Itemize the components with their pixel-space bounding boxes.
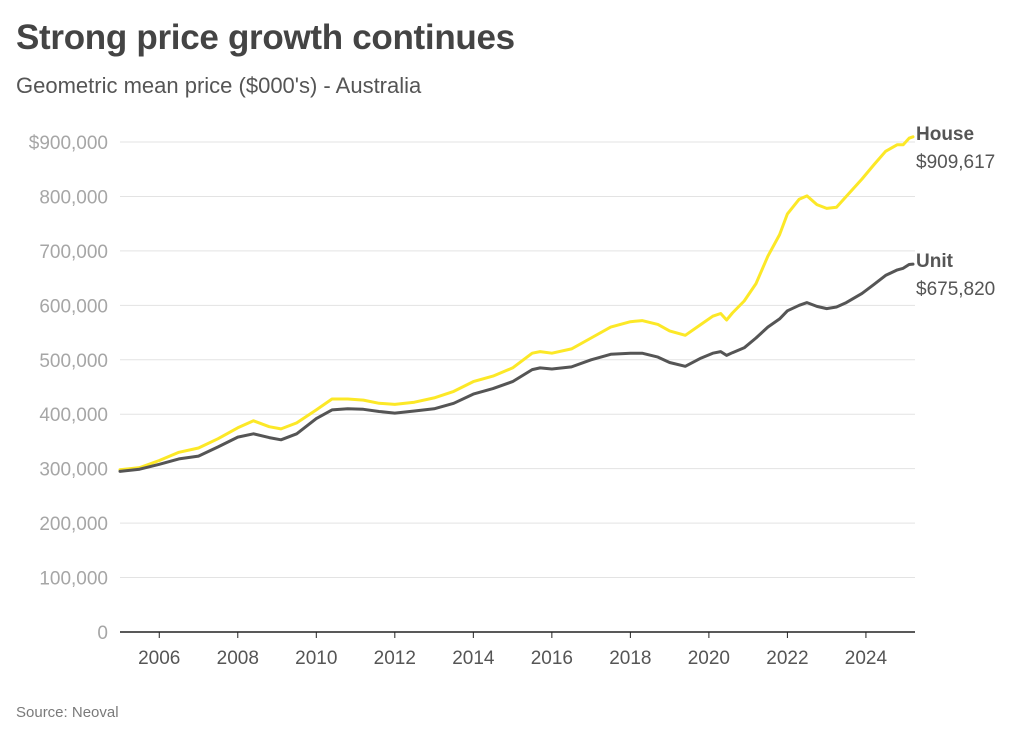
y-tick-label: 100,000 — [39, 569, 108, 590]
series-lines — [118, 135, 915, 473]
x-axis: 2006 2008 2010 2012 2014 2016 2018 2020 2022 2024 — [120, 631, 915, 669]
x-tick-label: 2024 — [845, 648, 888, 669]
gridlines — [120, 141, 915, 579]
series-value-house: $909,617 — [916, 152, 995, 173]
y-tick-label: 400,000 — [39, 405, 108, 426]
chart-subtitle: Geometric mean price ($000's) - Australi… — [16, 73, 422, 98]
y-tick-label: 800,000 — [39, 187, 108, 208]
y-tick-label: 700,000 — [39, 242, 108, 263]
x-tick-label: 2018 — [609, 648, 651, 669]
y-tick-label: 200,000 — [39, 514, 108, 535]
series-value-unit: $675,820 — [916, 279, 995, 300]
end-labels: House $909,617 Unit $675,820 — [916, 124, 995, 300]
chart-title: Strong price growth continues — [16, 18, 515, 57]
y-tick-label: 300,000 — [39, 460, 108, 481]
y-axis: 0 100,000 200,000 300,000 400,000 500,000 600,… — [29, 133, 108, 644]
x-tick-label: 2020 — [688, 648, 730, 669]
x-tick-label: 2014 — [452, 648, 495, 669]
y-tick-label: 600,000 — [39, 296, 108, 317]
source-note: Source: Neoval — [16, 704, 119, 721]
x-tick-label: 2010 — [295, 648, 337, 669]
series-name-unit: Unit — [916, 251, 954, 272]
series-line-unit — [118, 262, 915, 473]
series-line-house — [118, 135, 915, 472]
y-tick-label: 0 — [97, 623, 108, 644]
series-name-house: House — [916, 124, 974, 145]
x-tick-label: 2012 — [374, 648, 416, 669]
x-tick-label: 2008 — [217, 648, 259, 669]
x-tick-label: 2022 — [766, 648, 808, 669]
x-tick-label: 2016 — [531, 648, 573, 669]
x-tick-label: 2006 — [138, 648, 180, 669]
y-tick-label: 500,000 — [39, 351, 108, 372]
y-tick-label: $900,000 — [29, 133, 108, 154]
